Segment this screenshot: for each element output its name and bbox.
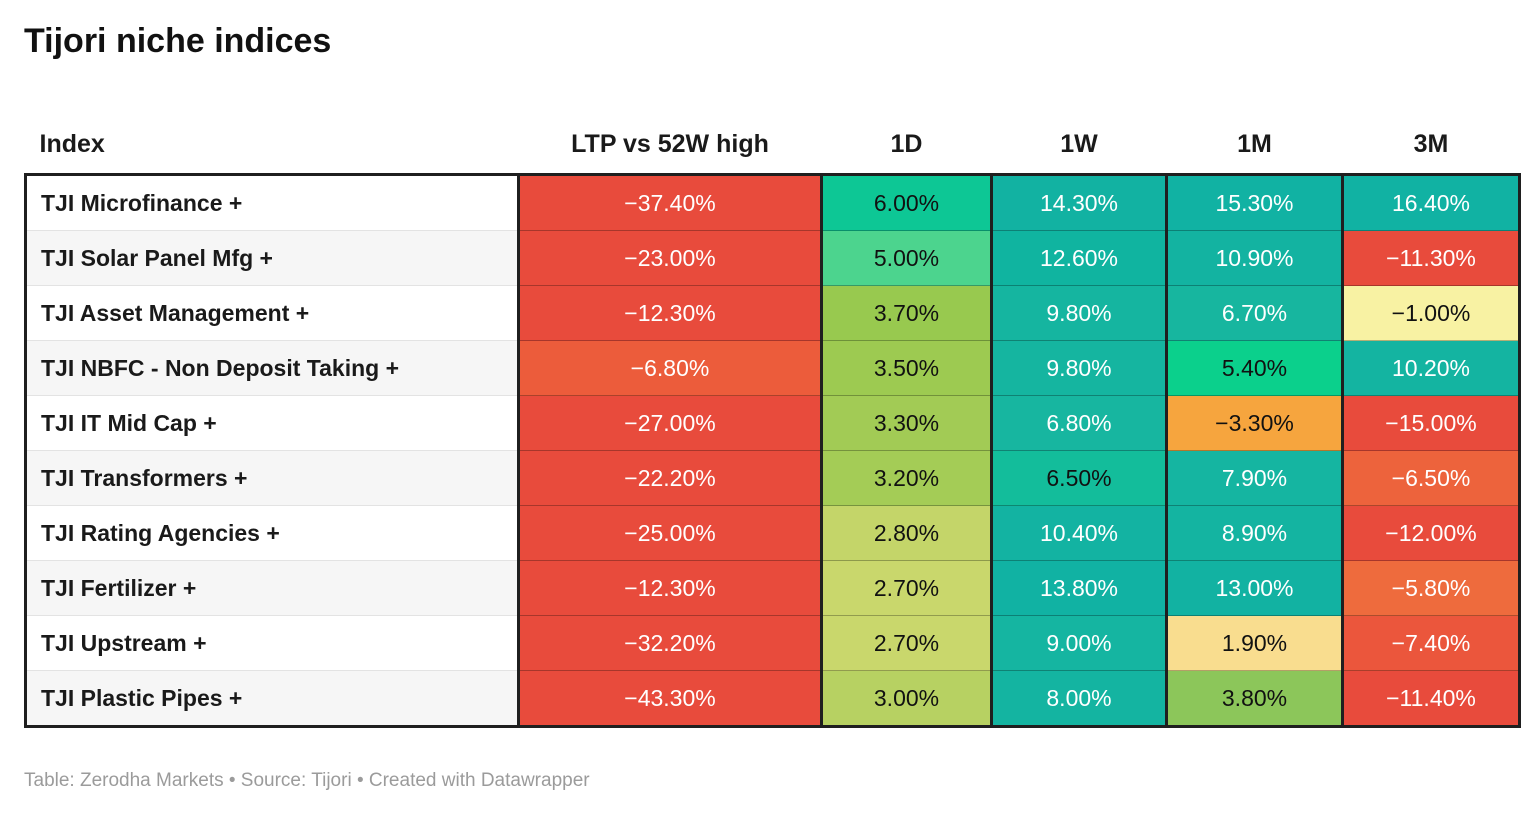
3m-cell: 10.20% — [1341, 340, 1521, 396]
ltp-cell: −37.40% — [517, 174, 822, 231]
1d-cell: 3.00% — [820, 670, 992, 728]
1d-cell: 2.80% — [820, 505, 992, 561]
1m-cell: 1.90% — [1165, 615, 1343, 671]
ltp-cell: −25.00% — [517, 505, 822, 561]
index-cell[interactable]: TJI Microfinance + — [24, 174, 519, 231]
1w-cell: 6.50% — [990, 450, 1167, 506]
table-row: TJI Solar Panel Mfg + −23.00% 5.00% 12.6… — [24, 230, 1521, 286]
index-cell[interactable]: TJI Asset Management + — [24, 285, 519, 341]
index-cell[interactable]: TJI Upstream + — [24, 615, 519, 671]
1w-cell: 9.80% — [990, 340, 1167, 396]
1d-cell: 3.70% — [820, 285, 992, 341]
header-row: Index LTP vs 52W high 1D 1W 1M 3M — [25, 115, 1520, 176]
1d-cell: 2.70% — [820, 560, 992, 616]
column-header-index[interactable]: Index — [25, 115, 519, 176]
table-row: TJI Rating Agencies + −25.00% 2.80% 10.4… — [24, 505, 1521, 561]
1d-cell: 3.20% — [820, 450, 992, 506]
page-title: Tijori niche indices — [24, 22, 332, 60]
datawrapper-table-page: Tijori niche indices Index LTP vs 52W hi… — [0, 22, 1540, 832]
ltp-cell: −23.00% — [517, 230, 822, 286]
ltp-cell: −12.30% — [517, 285, 822, 341]
1d-cell: 3.50% — [820, 340, 992, 396]
column-header-1m[interactable]: 1M — [1166, 115, 1343, 176]
1w-cell: 14.30% — [990, 174, 1167, 231]
1m-cell: 8.90% — [1165, 505, 1343, 561]
1d-cell: 3.30% — [820, 395, 992, 451]
table-row: TJI Fertilizer + −12.30% 2.70% 13.80% 13… — [24, 560, 1521, 616]
table-row: TJI Microfinance + −37.40% 6.00% 14.30% … — [24, 174, 1521, 231]
index-cell[interactable]: TJI Fertilizer + — [24, 560, 519, 616]
1m-cell: 13.00% — [1165, 560, 1343, 616]
1m-cell: 6.70% — [1165, 285, 1343, 341]
3m-cell: −15.00% — [1341, 395, 1521, 451]
ltp-cell: −12.30% — [517, 560, 822, 616]
column-header-1d[interactable]: 1D — [821, 115, 992, 176]
1w-cell: 10.40% — [990, 505, 1167, 561]
index-cell[interactable]: TJI Transformers + — [24, 450, 519, 506]
ltp-cell: −22.20% — [517, 450, 822, 506]
1m-cell: 10.90% — [1165, 230, 1343, 286]
column-header-3m[interactable]: 3M — [1342, 115, 1520, 176]
1w-cell: 6.80% — [990, 395, 1167, 451]
table-row: TJI Plastic Pipes + −43.30% 3.00% 8.00% … — [24, 670, 1521, 728]
3m-cell: −1.00% — [1341, 285, 1521, 341]
1m-cell: 7.90% — [1165, 450, 1343, 506]
1w-cell: 8.00% — [990, 670, 1167, 728]
index-cell[interactable]: TJI Rating Agencies + — [24, 505, 519, 561]
index-cell[interactable]: TJI NBFC - Non Deposit Taking + — [24, 340, 519, 396]
heatmap-table: Index LTP vs 52W high 1D 1W 1M 3M TJI Mi… — [24, 115, 1521, 728]
1w-cell: 9.00% — [990, 615, 1167, 671]
3m-cell: −7.40% — [1341, 615, 1521, 671]
table-row: TJI Upstream + −32.20% 2.70% 9.00% 1.90%… — [24, 615, 1521, 671]
table-row: TJI IT Mid Cap + −27.00% 3.30% 6.80% −3.… — [24, 395, 1521, 451]
1d-cell: 5.00% — [820, 230, 992, 286]
index-cell[interactable]: TJI Solar Panel Mfg + — [24, 230, 519, 286]
3m-cell: 16.40% — [1341, 174, 1521, 231]
ltp-cell: −27.00% — [517, 395, 822, 451]
3m-cell: −6.50% — [1341, 450, 1521, 506]
1w-cell: 13.80% — [990, 560, 1167, 616]
1w-cell: 9.80% — [990, 285, 1167, 341]
1w-cell: 12.60% — [990, 230, 1167, 286]
column-header-ltp-vs-52w-high[interactable]: LTP vs 52W high — [518, 115, 822, 176]
index-cell[interactable]: TJI Plastic Pipes + — [24, 670, 519, 728]
1d-cell: 6.00% — [820, 174, 992, 231]
table-row: TJI NBFC - Non Deposit Taking + −6.80% 3… — [24, 340, 1521, 396]
3m-cell: −5.80% — [1341, 560, 1521, 616]
3m-cell: −11.30% — [1341, 230, 1521, 286]
table-row: TJI Asset Management + −12.30% 3.70% 9.8… — [24, 285, 1521, 341]
3m-cell: −11.40% — [1341, 670, 1521, 728]
column-header-1w[interactable]: 1W — [991, 115, 1167, 176]
1m-cell: 5.40% — [1165, 340, 1343, 396]
3m-cell: −12.00% — [1341, 505, 1521, 561]
attribution-footer: Table: Zerodha Markets • Source: Tijori … — [24, 770, 590, 791]
ltp-cell: −43.30% — [517, 670, 822, 728]
ltp-cell: −32.20% — [517, 615, 822, 671]
table-row: TJI Transformers + −22.20% 3.20% 6.50% 7… — [24, 450, 1521, 506]
1d-cell: 2.70% — [820, 615, 992, 671]
ltp-cell: −6.80% — [517, 340, 822, 396]
1m-cell: −3.30% — [1165, 395, 1343, 451]
1m-cell: 15.30% — [1165, 174, 1343, 231]
index-cell[interactable]: TJI IT Mid Cap + — [24, 395, 519, 451]
1m-cell: 3.80% — [1165, 670, 1343, 728]
